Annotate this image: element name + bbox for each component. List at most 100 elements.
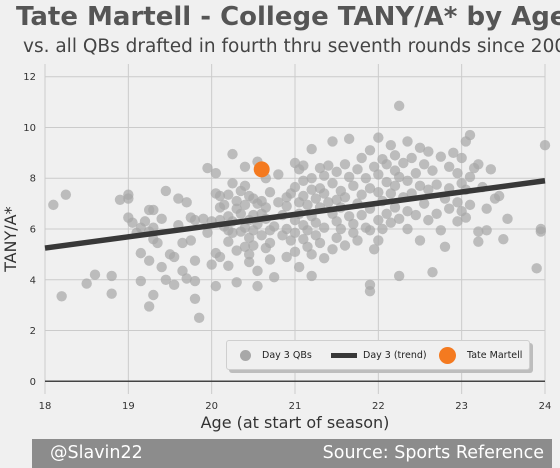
- data-point: [152, 237, 163, 249]
- data-point: [310, 217, 322, 228]
- data-point: [298, 233, 309, 245]
- chart-legend: Day 3 QBs Day 3 (trend) Tate Martell: [226, 340, 530, 370]
- data-point: [135, 247, 147, 259]
- data-point: [268, 272, 280, 283]
- data-point: [56, 291, 67, 302]
- data-point: [264, 237, 276, 249]
- legend-label: Day 3 QBs: [262, 349, 312, 361]
- data-point: [306, 184, 317, 195]
- data-point: [127, 217, 138, 228]
- data-point: [339, 240, 351, 251]
- data-point: [306, 143, 317, 155]
- data-point: [227, 178, 238, 189]
- data-point: [356, 189, 367, 200]
- data-point: [264, 254, 276, 265]
- data-point: [427, 165, 438, 176]
- data-point: [410, 167, 422, 179]
- data-point: [535, 226, 547, 237]
- data-point: [393, 171, 405, 183]
- data-point: [318, 222, 330, 233]
- data-point: [206, 259, 217, 270]
- data-point: [402, 175, 413, 186]
- data-point: [427, 266, 438, 278]
- data-point: [193, 312, 205, 324]
- footer-bar: @Slavin22 Source: Sports Reference: [32, 439, 552, 468]
- y-tick-label: 0: [30, 377, 36, 388]
- data-point: [448, 147, 459, 159]
- data-point: [189, 214, 201, 226]
- data-point: [481, 203, 492, 214]
- data-point: [310, 193, 322, 204]
- data-point: [123, 189, 134, 200]
- data-point: [289, 181, 301, 193]
- data-point: [160, 185, 172, 197]
- data-point: [285, 235, 297, 246]
- data-point: [302, 199, 313, 211]
- data-point: [327, 136, 338, 147]
- legend-swatch-highlight: [439, 346, 456, 364]
- data-point: [423, 184, 434, 195]
- footer-source: Source: Sports Reference: [322, 443, 544, 463]
- data-point: [189, 293, 201, 305]
- data-point: [210, 167, 222, 179]
- data-point: [435, 225, 447, 236]
- data-point: [243, 256, 255, 268]
- data-point: [364, 183, 376, 194]
- data-point: [227, 227, 238, 239]
- data-point: [306, 173, 317, 184]
- data-point: [239, 161, 251, 173]
- data-point: [198, 213, 209, 225]
- data-point: [81, 278, 92, 289]
- data-point: [464, 129, 476, 141]
- data-point: [339, 159, 351, 170]
- legend-entry-day3-qbs: Day 3 QBs: [240, 341, 312, 369]
- data-point: [393, 213, 405, 225]
- data-point: [435, 151, 447, 162]
- data-point: [214, 190, 226, 202]
- data-point: [60, 189, 72, 200]
- data-point: [168, 251, 180, 263]
- y-tick-label: 12: [23, 72, 36, 83]
- data-point: [318, 252, 330, 264]
- legend-label: Day 3 (trend): [363, 349, 427, 361]
- data-point: [373, 186, 384, 198]
- data-point: [185, 235, 197, 246]
- data-point: [143, 255, 155, 266]
- data-point: [327, 178, 338, 189]
- data-point: [331, 216, 342, 227]
- data-point: [443, 203, 455, 214]
- data-point: [389, 202, 401, 213]
- data-point: [156, 213, 167, 225]
- data-point: [498, 233, 509, 245]
- data-point: [281, 200, 292, 212]
- data-point: [227, 148, 238, 160]
- legend-label: Tate Martell: [467, 349, 523, 361]
- legend-entry-tate-martell: Tate Martell: [439, 341, 522, 369]
- legend-swatch-dot: [240, 349, 251, 361]
- data-point: [402, 136, 413, 147]
- legend-swatch-line: [331, 352, 357, 358]
- data-point: [306, 270, 317, 282]
- data-point: [539, 140, 551, 151]
- data-point: [473, 226, 484, 237]
- data-point: [189, 255, 201, 266]
- data-point: [273, 197, 284, 208]
- data-point: [323, 160, 334, 171]
- data-point: [306, 249, 317, 260]
- x-tick-label: 23: [455, 401, 468, 412]
- y-axis-label: TANY/A*: [1, 206, 20, 273]
- data-point: [293, 261, 305, 273]
- data-point: [352, 235, 363, 246]
- data-point: [139, 216, 151, 227]
- data-point: [414, 142, 426, 153]
- data-point: [173, 193, 184, 204]
- data-point: [231, 245, 242, 256]
- data-point: [456, 152, 467, 164]
- y-tick-label: 8: [30, 174, 36, 185]
- data-point: [485, 164, 497, 175]
- data-point: [452, 197, 463, 208]
- x-axis-label: Age (at start of season): [201, 413, 390, 432]
- data-point: [148, 222, 159, 233]
- data-point: [460, 212, 472, 223]
- data-point: [239, 199, 251, 211]
